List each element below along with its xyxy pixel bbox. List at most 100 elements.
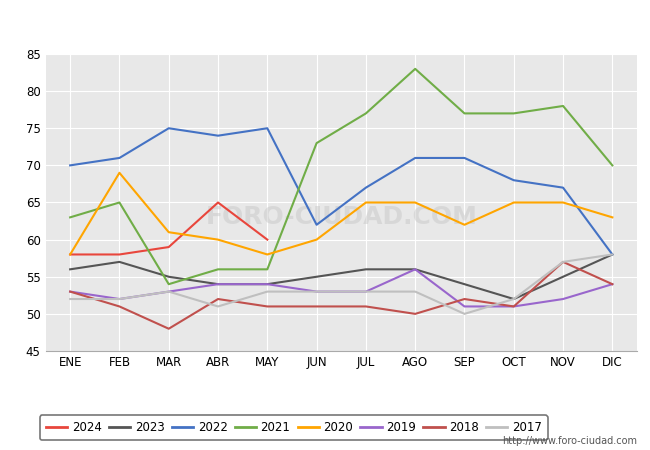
2020 bbox=[411, 200, 419, 205]
2018 bbox=[313, 304, 320, 309]
2020 bbox=[461, 222, 469, 227]
2019 bbox=[510, 304, 517, 309]
2018 bbox=[608, 282, 616, 287]
2020 bbox=[214, 237, 222, 242]
2019 bbox=[313, 289, 320, 294]
2017 bbox=[66, 296, 74, 302]
2018 bbox=[263, 304, 271, 309]
2017 bbox=[362, 289, 370, 294]
2023 bbox=[66, 266, 74, 272]
2022 bbox=[461, 155, 469, 161]
2020 bbox=[263, 252, 271, 257]
2022 bbox=[608, 252, 616, 257]
Legend: 2024, 2023, 2022, 2021, 2020, 2019, 2018, 2017: 2024, 2023, 2022, 2021, 2020, 2019, 2018… bbox=[40, 415, 548, 440]
2020 bbox=[362, 200, 370, 205]
2022 bbox=[559, 185, 567, 190]
2019 bbox=[411, 266, 419, 272]
2019 bbox=[116, 296, 124, 302]
2020 bbox=[510, 200, 517, 205]
2021 bbox=[411, 66, 419, 72]
2021 bbox=[214, 266, 222, 272]
2022 bbox=[411, 155, 419, 161]
2023 bbox=[116, 259, 124, 265]
2017 bbox=[214, 304, 222, 309]
2023 bbox=[214, 282, 222, 287]
2023 bbox=[263, 282, 271, 287]
2018 bbox=[214, 296, 222, 302]
2023 bbox=[165, 274, 173, 279]
2023 bbox=[313, 274, 320, 279]
2022 bbox=[510, 177, 517, 183]
2018 bbox=[510, 304, 517, 309]
2023 bbox=[510, 296, 517, 302]
2022 bbox=[165, 126, 173, 131]
2018 bbox=[362, 304, 370, 309]
2023 bbox=[559, 274, 567, 279]
2023 bbox=[608, 252, 616, 257]
2024 bbox=[214, 200, 222, 205]
2017 bbox=[116, 296, 124, 302]
2019 bbox=[263, 282, 271, 287]
2021 bbox=[66, 215, 74, 220]
2017 bbox=[608, 252, 616, 257]
2023 bbox=[362, 266, 370, 272]
2020 bbox=[116, 170, 124, 176]
2019 bbox=[66, 289, 74, 294]
2023 bbox=[411, 266, 419, 272]
2018 bbox=[411, 311, 419, 316]
2017 bbox=[313, 289, 320, 294]
Line: 2019: 2019 bbox=[70, 269, 612, 306]
2018 bbox=[66, 289, 74, 294]
2024 bbox=[116, 252, 124, 257]
2020 bbox=[66, 252, 74, 257]
2017 bbox=[165, 289, 173, 294]
2022 bbox=[66, 163, 74, 168]
2024 bbox=[263, 237, 271, 242]
2020 bbox=[313, 237, 320, 242]
2021 bbox=[362, 111, 370, 116]
2017 bbox=[263, 289, 271, 294]
Line: 2018: 2018 bbox=[70, 262, 612, 328]
2021 bbox=[461, 111, 469, 116]
2022 bbox=[263, 126, 271, 131]
Text: Afiliados en Villastar a 31/5/2024: Afiliados en Villastar a 31/5/2024 bbox=[176, 14, 474, 32]
2022 bbox=[313, 222, 320, 227]
Line: 2022: 2022 bbox=[70, 128, 612, 254]
2021 bbox=[116, 200, 124, 205]
2019 bbox=[608, 282, 616, 287]
2019 bbox=[461, 304, 469, 309]
Text: FORO-CIUDAD.COM: FORO-CIUDAD.COM bbox=[205, 205, 477, 230]
2018 bbox=[165, 326, 173, 331]
2022 bbox=[214, 133, 222, 138]
2021 bbox=[165, 282, 173, 287]
Line: 2021: 2021 bbox=[70, 69, 612, 284]
Text: http://www.foro-ciudad.com: http://www.foro-ciudad.com bbox=[502, 436, 637, 446]
2018 bbox=[559, 259, 567, 265]
Line: 2020: 2020 bbox=[70, 173, 612, 254]
2018 bbox=[116, 304, 124, 309]
2021 bbox=[263, 266, 271, 272]
Line: 2023: 2023 bbox=[70, 254, 612, 299]
2023 bbox=[461, 282, 469, 287]
2017 bbox=[559, 259, 567, 265]
2019 bbox=[165, 289, 173, 294]
2024 bbox=[165, 244, 173, 250]
2021 bbox=[608, 163, 616, 168]
2017 bbox=[411, 289, 419, 294]
2024 bbox=[66, 252, 74, 257]
Line: 2024: 2024 bbox=[70, 202, 267, 254]
2019 bbox=[214, 282, 222, 287]
2021 bbox=[559, 103, 567, 108]
2017 bbox=[510, 296, 517, 302]
2019 bbox=[559, 296, 567, 302]
Line: 2017: 2017 bbox=[70, 254, 612, 314]
2017 bbox=[461, 311, 469, 316]
2020 bbox=[559, 200, 567, 205]
2020 bbox=[165, 230, 173, 235]
2020 bbox=[608, 215, 616, 220]
2018 bbox=[461, 296, 469, 302]
2022 bbox=[362, 185, 370, 190]
2022 bbox=[116, 155, 124, 161]
2021 bbox=[313, 140, 320, 146]
2019 bbox=[362, 289, 370, 294]
